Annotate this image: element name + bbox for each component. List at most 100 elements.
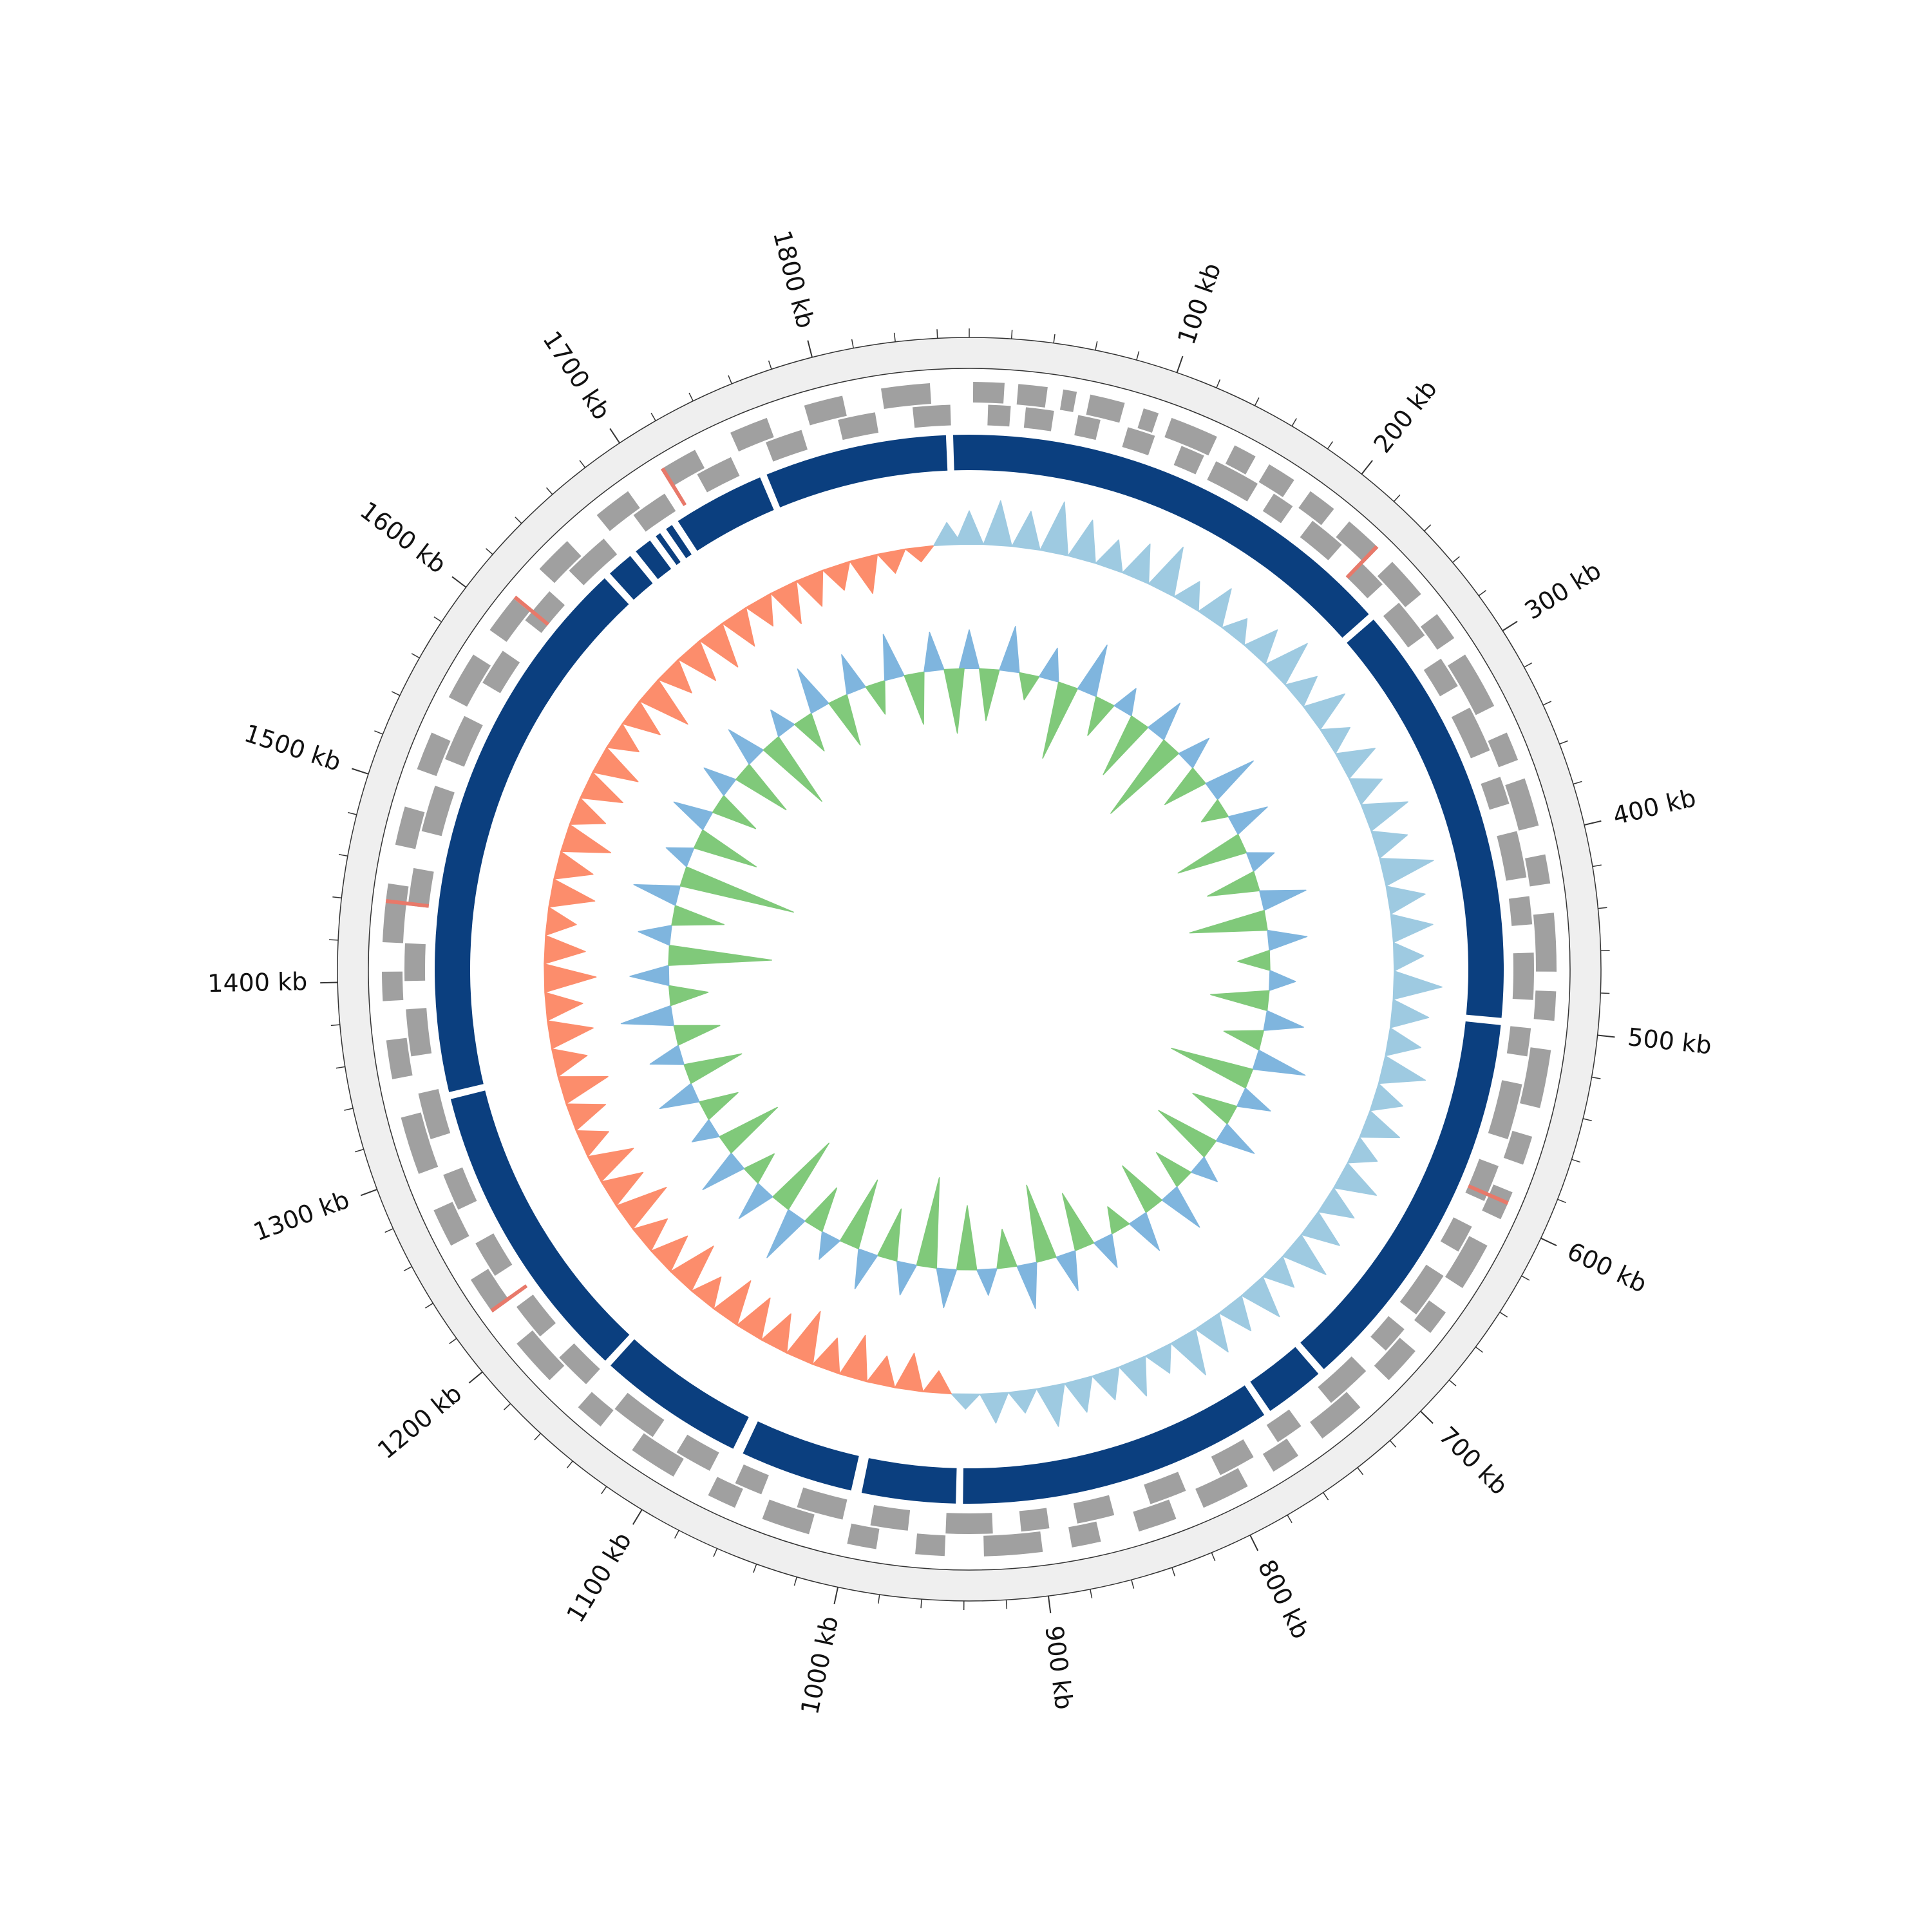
gene — [676, 1434, 719, 1471]
track-spike — [1092, 1366, 1120, 1401]
minor-tick — [1171, 1567, 1176, 1577]
minor-tick — [338, 854, 348, 857]
contig — [666, 525, 692, 558]
track-spike — [828, 694, 861, 746]
track-spike — [560, 824, 612, 853]
gene — [516, 1294, 556, 1337]
minor-tick — [1573, 781, 1582, 785]
minor-tick — [851, 339, 854, 348]
track-spike — [1210, 990, 1270, 1012]
minor-tick — [1095, 341, 1098, 350]
track-spike — [1300, 1211, 1340, 1246]
tick-label: 700 kb — [1434, 1421, 1513, 1501]
minor-tick — [1357, 1467, 1364, 1475]
contig — [1300, 1021, 1501, 1369]
gene — [1133, 1499, 1177, 1532]
minor-tick — [1478, 590, 1486, 596]
minor-tick — [1582, 1118, 1592, 1122]
gene — [1508, 896, 1533, 926]
track-spike — [793, 712, 825, 752]
minor-tick — [1542, 701, 1552, 706]
gene — [797, 1487, 848, 1520]
gene — [1482, 1184, 1513, 1220]
gene — [1420, 614, 1455, 650]
contig — [1347, 620, 1504, 1018]
major-tick — [352, 768, 369, 775]
contig — [610, 556, 653, 600]
track-spike — [1107, 1206, 1130, 1235]
gene — [1336, 521, 1379, 563]
gene — [1023, 407, 1054, 431]
track-spike — [849, 553, 878, 594]
track-spike — [766, 1209, 806, 1258]
gene — [1144, 1472, 1186, 1504]
tick-label: 1800 kb — [768, 227, 820, 331]
track-spike — [1385, 886, 1426, 915]
gene — [418, 1089, 451, 1140]
track-spike — [1019, 672, 1040, 701]
track-spike — [1215, 1123, 1255, 1154]
minor-tick — [1571, 1159, 1581, 1163]
gene — [1414, 1300, 1446, 1333]
track-spike — [1039, 501, 1069, 556]
minor-tick — [674, 1530, 679, 1539]
track-spike — [1370, 830, 1408, 859]
gene — [443, 1167, 477, 1210]
minor-tick — [753, 1564, 757, 1573]
gene — [539, 541, 582, 583]
track-spike — [1192, 1092, 1238, 1124]
track-spike — [1122, 1165, 1162, 1213]
minor-tick — [384, 1228, 393, 1233]
minor-tick — [936, 329, 938, 339]
gene — [569, 538, 618, 585]
gene — [470, 1269, 509, 1312]
minor-tick — [348, 811, 357, 815]
track-spike — [958, 629, 980, 670]
track-spike — [673, 801, 714, 831]
track-spike — [1236, 1087, 1271, 1112]
gene — [1481, 777, 1510, 810]
gene — [697, 457, 740, 493]
tick-label: 100 kb — [1172, 260, 1227, 348]
track-spike — [691, 1119, 720, 1142]
track-spike — [1385, 1027, 1422, 1057]
gene — [1503, 1130, 1533, 1165]
track-spike — [1173, 581, 1200, 612]
track-spike — [713, 1280, 752, 1326]
gene — [1211, 1439, 1254, 1475]
gene — [1533, 990, 1557, 1021]
minor-tick — [391, 691, 401, 696]
track-spike — [1195, 1312, 1229, 1353]
track-spike — [1095, 539, 1123, 574]
gene — [385, 899, 430, 908]
track-spike — [1259, 889, 1307, 911]
track-spike — [905, 545, 934, 563]
track-spike — [551, 1048, 588, 1077]
track-spike — [882, 634, 905, 681]
gene — [1137, 408, 1159, 433]
track-spike — [876, 548, 906, 574]
track-spike — [743, 1153, 775, 1184]
gene — [1497, 831, 1527, 881]
gene — [1262, 1438, 1299, 1472]
track-spike — [1265, 643, 1308, 686]
minor-tick — [893, 332, 896, 342]
track-spike — [545, 906, 577, 936]
track-spike — [745, 592, 773, 627]
minor-tick — [1287, 1515, 1293, 1523]
tick-label: 1200 kb — [372, 1379, 467, 1464]
gene — [475, 1233, 513, 1276]
gene — [386, 1037, 413, 1079]
track-spike — [1245, 852, 1275, 872]
track-spike — [1158, 1110, 1217, 1158]
contig — [969, 435, 1369, 638]
track-spike — [1164, 767, 1206, 806]
minor-tick — [1216, 379, 1221, 388]
track-spike — [896, 1260, 917, 1296]
gene — [1122, 427, 1155, 456]
contig — [861, 1458, 957, 1504]
track-spike — [1144, 1343, 1171, 1374]
track-spike — [812, 1337, 840, 1375]
gene — [1488, 732, 1519, 768]
track-spike — [1189, 909, 1268, 934]
